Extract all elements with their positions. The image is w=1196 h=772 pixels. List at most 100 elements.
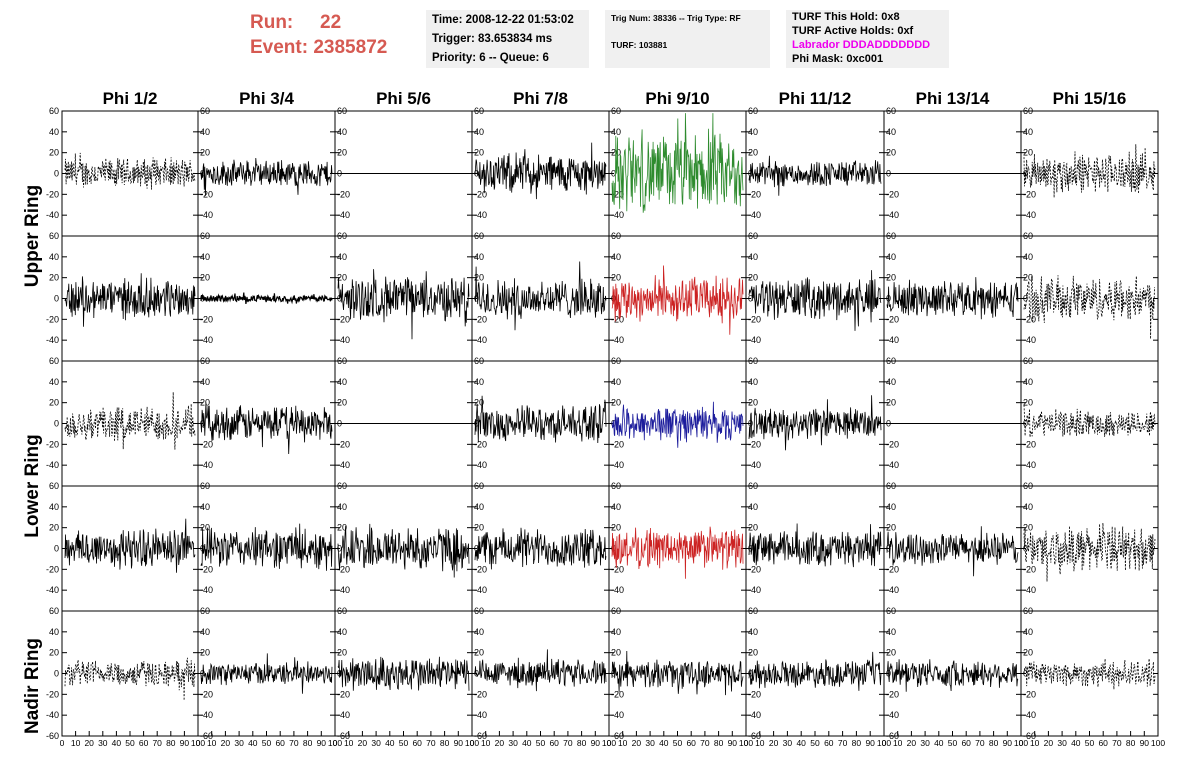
y-tick-label: 40 <box>886 377 896 387</box>
y-tick-label: 40 <box>886 502 896 512</box>
panel-r4-c2 <box>197 485 336 612</box>
column-header-7: Phi 13/14 <box>916 89 990 108</box>
trig-text: Trig Num: 38336 -- Trig Type: RF <box>611 13 741 23</box>
y-tick-label: 20 <box>49 523 59 533</box>
x-tick-label: 50 <box>536 738 546 748</box>
waveform-trace <box>474 142 607 200</box>
x-tick-label: 20 <box>495 738 505 748</box>
y-tick-label: -20 <box>46 189 59 199</box>
y-tick-label: 40 <box>748 377 758 387</box>
x-tick-label: 10 <box>618 738 628 748</box>
y-tick-label: -40 <box>886 710 899 720</box>
y-tick-label: -20 <box>337 689 350 699</box>
y-tick-label: 20 <box>200 273 210 283</box>
column-header-8: Phi 15/16 <box>1053 89 1127 108</box>
y-tick-label: 0 <box>54 544 59 554</box>
x-tick-label: 40 <box>796 738 806 748</box>
waveform-trace <box>748 270 882 331</box>
column-header-5: Phi 9/10 <box>645 89 709 108</box>
waveform-trace <box>200 653 333 694</box>
x-tick-label: 20 <box>221 738 231 748</box>
y-tick-label: -40 <box>46 460 59 470</box>
y-tick-label: -60 <box>46 731 59 741</box>
y-tick-label: -40 <box>46 710 59 720</box>
y-tick-label: 40 <box>200 627 210 637</box>
waveform-trace <box>611 526 744 579</box>
x-tick-label: 60 <box>549 738 559 748</box>
x-tick-label: 70 <box>1112 738 1122 748</box>
x-tick-label: 30 <box>645 738 655 748</box>
column-header-3: Phi 5/6 <box>376 89 431 108</box>
y-tick-label: -40 <box>474 460 487 470</box>
y-tick-label: 0 <box>54 294 59 304</box>
x-tick-label: 20 <box>769 738 779 748</box>
y-tick-label: -20 <box>886 314 899 324</box>
y-tick-label: -40 <box>611 335 624 345</box>
waveform-trace <box>200 157 333 196</box>
y-tick-label: 20 <box>200 398 210 408</box>
x-tick-label: 0 <box>60 738 65 748</box>
y-tick-label: 60 <box>748 231 758 241</box>
y-tick-label: -60 <box>200 731 213 741</box>
y-tick-label: 20 <box>886 648 896 658</box>
y-tick-label: -40 <box>474 585 487 595</box>
y-tick-label: 40 <box>474 377 484 387</box>
y-tick-label: 60 <box>748 356 758 366</box>
y-tick-label: -40 <box>46 210 59 220</box>
y-tick-label: 20 <box>1023 648 1033 658</box>
x-tick-label: 30 <box>783 738 793 748</box>
y-tick-label: 0 <box>748 294 753 304</box>
trig-info-panel: Trig Num: 38336 -- Trig Type: RF TURF: 1… <box>605 10 770 68</box>
event-value: 2385872 <box>313 37 388 58</box>
y-tick-label: 40 <box>337 377 347 387</box>
x-tick-label: 100 <box>602 738 616 748</box>
x-tick-label: 0 <box>744 738 749 748</box>
x-tick-label: 90 <box>1140 738 1150 748</box>
y-tick-label: -20 <box>1023 189 1036 199</box>
y-tick-label: 40 <box>200 127 210 137</box>
x-tick-label: 80 <box>852 738 862 748</box>
waveform-trace <box>337 656 470 691</box>
x-tick-label: 60 <box>139 738 149 748</box>
x-tick-label: 90 <box>591 738 601 748</box>
y-tick-label: 0 <box>474 169 479 179</box>
x-tick-label: 70 <box>975 738 985 748</box>
y-tick-label: 20 <box>200 648 210 658</box>
y-tick-label: -20 <box>748 439 761 449</box>
waveform-trace <box>1023 275 1156 339</box>
row-label-3: Nadir Ring <box>22 638 43 734</box>
y-tick-label: -20 <box>1023 564 1036 574</box>
x-tick-label: 70 <box>426 738 436 748</box>
y-tick-label: -40 <box>1023 210 1036 220</box>
y-tick-label: -40 <box>886 585 899 595</box>
y-tick-label: 20 <box>1023 148 1033 158</box>
y-tick-label: 0 <box>748 544 753 554</box>
y-tick-label: -20 <box>611 689 624 699</box>
y-tick-label: -60 <box>886 731 899 741</box>
y-tick-label: -20 <box>611 189 624 199</box>
y-tick-label: 40 <box>1023 627 1033 637</box>
x-tick-label: 0 <box>607 738 612 748</box>
y-tick-label: 60 <box>474 106 484 116</box>
y-tick-label: -40 <box>337 335 350 345</box>
y-tick-label: 20 <box>886 523 896 533</box>
phi-mask-text: Phi Mask: 0xc001 <box>792 53 884 65</box>
y-tick-label: 0 <box>54 669 59 679</box>
y-tick-label: 40 <box>200 502 210 512</box>
x-tick-label: 30 <box>371 738 381 748</box>
y-tick-label: 20 <box>337 273 347 283</box>
x-tick-label: 50 <box>810 738 820 748</box>
y-tick-label: 40 <box>748 502 758 512</box>
y-tick-label: 0 <box>1023 294 1028 304</box>
x-tick-label: 80 <box>166 738 176 748</box>
event-label: Event: <box>250 37 309 58</box>
y-tick-label: 60 <box>611 481 621 491</box>
y-tick-label: 20 <box>886 148 896 158</box>
waveform-trace <box>611 401 744 448</box>
y-tick-label: 60 <box>886 606 896 616</box>
y-tick-label: 60 <box>49 356 59 366</box>
y-tick-label: 20 <box>474 648 484 658</box>
y-tick-label: -20 <box>200 564 213 574</box>
y-tick-label: -40 <box>337 210 350 220</box>
y-tick-label: 60 <box>337 231 347 241</box>
